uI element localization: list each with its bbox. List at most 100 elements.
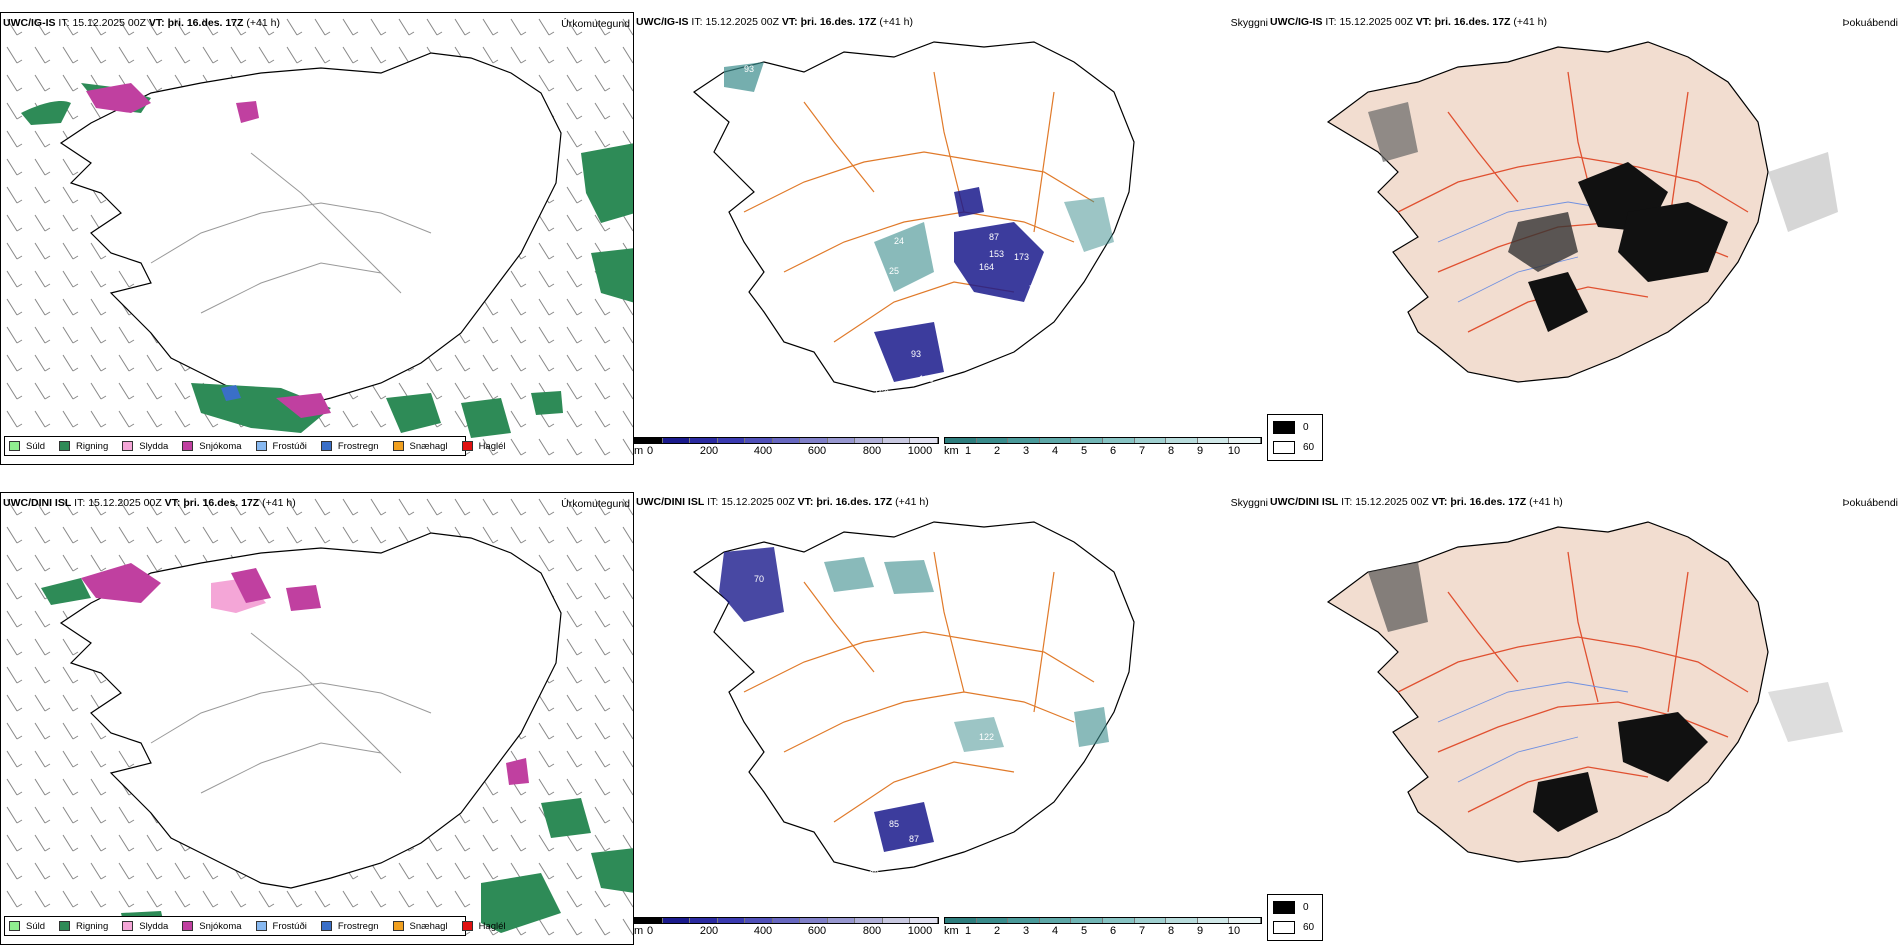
- visibility-tick: 1: [964, 925, 972, 937]
- visibility-tick: 7: [1138, 445, 1146, 457]
- map-header: UWC/IG-IS IT: 15.12.2025 00Z VT: þri. 16…: [1270, 16, 1547, 28]
- panel-title: Skyggni: [1230, 17, 1268, 29]
- cloud-base-label: 122: [979, 732, 994, 742]
- cloud-base-tick: 0: [646, 445, 654, 457]
- iceland-precip-map: [1, 13, 633, 464]
- precip-legend: Súld Rigning Slydda Snjókoma Frostúði Fr…: [4, 916, 506, 936]
- cloud-base-tick: 0: [646, 925, 654, 937]
- panel-title: Úrkomutegund: [561, 498, 630, 510]
- fog-index-map-row1: UWC/IG-IS IT: 15.12.2025 00Z VT: þri. 16…: [1268, 12, 1900, 465]
- map-header: UWC/IG-IS IT: 15.12.2025 00Z VT: þri. 16…: [3, 17, 280, 29]
- cloud-base-tick: 200: [699, 445, 719, 457]
- fog-legend: 0 60: [1267, 414, 1323, 461]
- legend-item-sleet: Slydda: [122, 921, 168, 932]
- cloud-base-label: 129: [919, 374, 934, 384]
- cloud-base-label: 20: [869, 869, 879, 879]
- legend-item-snow-pellets: Snæhagl: [392, 441, 448, 452]
- cloud-base-label: 70: [754, 574, 764, 584]
- cloud-base-label: 71: [1029, 284, 1039, 294]
- legend-item-snow: Snjókoma: [182, 921, 242, 932]
- visibility-tick: 9: [1196, 925, 1204, 937]
- cloud-base-label: 24: [894, 236, 904, 246]
- visibility-tick: 2: [993, 925, 1001, 937]
- cloud-visibility-map-row1: 93 87 173 153 164 86 71 25 93 129 160 24…: [634, 12, 1268, 465]
- panel-title: Þokuábendi: [1842, 497, 1898, 509]
- iceland-cloud-map: 93 87 173 153 164 86 71 25 93 129 160 24: [693, 41, 1135, 398]
- cloud-base-tick: 800: [862, 445, 882, 457]
- map-header: UWC/DINI ISL IT: 15.12.2025 00Z VT: þri.…: [1270, 496, 1563, 508]
- visibility-tick: 6: [1109, 445, 1117, 457]
- visibility-tick: 5: [1080, 445, 1088, 457]
- legend-item-freezing-rain: Frostregn: [320, 921, 379, 932]
- precip-type-map-row1: UWC/IG-IS IT: 15.12.2025 00Z VT: þri. 16…: [0, 12, 634, 465]
- visibility-tick: 7: [1138, 925, 1146, 937]
- cloud-base-tick: 1000: [907, 925, 933, 937]
- legend-item-freezing-rain: Frostregn: [320, 441, 379, 452]
- visibility-tick: 10: [1227, 925, 1241, 937]
- iceland-outline: [693, 521, 1135, 873]
- fog-legend: 0 60: [1267, 894, 1323, 941]
- legend-item-hail: Haglél: [461, 921, 506, 932]
- cloud-base-label: 164: [979, 262, 994, 272]
- cloud-base-colorbar: m 0 200 400 600 800 1000: [634, 437, 939, 465]
- iceland-outline: [59, 532, 562, 889]
- legend-item-rain: Rigning: [59, 441, 108, 452]
- cloud-base-label: 87: [989, 232, 999, 242]
- visibility-tick: 4: [1051, 445, 1059, 457]
- visibility-tick: 1: [964, 445, 972, 457]
- legend-item-freezing-drizzle: Frostúði: [255, 441, 307, 452]
- cloud-base-tick: 400: [753, 445, 773, 457]
- panel-title: Úrkomutegund: [561, 18, 630, 30]
- cloud-base-tick: 800: [862, 925, 882, 937]
- visibility-tick: 3: [1022, 925, 1030, 937]
- legend-item-snow: Snjókoma: [182, 441, 242, 452]
- iceland-fog-map: [1326, 41, 1838, 383]
- cloud-base-tick: 600: [807, 925, 827, 937]
- legend-item-freezing-drizzle: Frostúði: [255, 921, 307, 932]
- cloud-base-label: 93: [744, 64, 754, 74]
- cloud-visibility-map-row2: 70 122 85 87 20 UWC/DINI ISL IT: 15.12.2…: [634, 492, 1268, 945]
- panel-title: Skyggni: [1230, 497, 1268, 509]
- cloud-base-tick: 400: [753, 925, 773, 937]
- iceland-precip-map: [1, 493, 633, 944]
- visibility-tick: 4: [1051, 925, 1059, 937]
- legend-item-sleet: Slydda: [122, 441, 168, 452]
- panel-title: Þokuábendi: [1842, 17, 1898, 29]
- cloud-base-label: 153: [989, 249, 1004, 259]
- legend-item-snow-pellets: Snæhagl: [392, 921, 448, 932]
- iceland-cloud-map: 70 122 85 87 20: [693, 521, 1135, 879]
- cloud-base-label: 87: [909, 834, 919, 844]
- cloud-base-tick: 200: [699, 925, 719, 937]
- cloud-base-tick: 600: [807, 445, 827, 457]
- legend-item-drizzle: Súld: [9, 441, 45, 452]
- cloud-base-label: 86: [964, 219, 974, 229]
- visibility-tick: 6: [1109, 925, 1117, 937]
- cloud-base-label: 173: [1014, 252, 1029, 262]
- precip-legend: Súld Rigning Slydda Snjókoma Frostúði Fr…: [4, 436, 506, 456]
- cloud-base-label: 160: [874, 388, 889, 398]
- visibility-colorbar: km 1 2 3 4 5 6 7 8 9 10: [944, 917, 1262, 945]
- cloud-base-label: 93: [911, 349, 921, 359]
- map-header: UWC/DINI ISL IT: 15.12.2025 00Z VT: þri.…: [3, 497, 296, 509]
- visibility-tick: 3: [1022, 445, 1030, 457]
- iceland-outline: [59, 52, 562, 409]
- legend-item-rain: Rigning: [59, 921, 108, 932]
- iceland-fog-map: [1326, 521, 1843, 863]
- iceland-outline: [693, 41, 1135, 393]
- visibility-tick: 9: [1196, 445, 1204, 457]
- cloud-base-colorbar: m 0 200 400 600 800 1000: [634, 917, 939, 945]
- precip-type-map-row2: UWC/DINI ISL IT: 15.12.2025 00Z VT: þri.…: [0, 492, 634, 945]
- legend-item-drizzle: Súld: [9, 921, 45, 932]
- visibility-tick: 8: [1167, 445, 1175, 457]
- cloud-base-label: 85: [889, 819, 899, 829]
- visibility-colorbar: km 1 2 3 4 5 6 7 8 9 10: [944, 437, 1262, 465]
- visibility-tick: 8: [1167, 925, 1175, 937]
- fog-index-map-row2: UWC/DINI ISL IT: 15.12.2025 00Z VT: þri.…: [1268, 492, 1900, 945]
- visibility-tick: 5: [1080, 925, 1088, 937]
- legend-item-hail: Haglél: [461, 441, 506, 452]
- map-header: UWC/IG-IS IT: 15.12.2025 00Z VT: þri. 16…: [636, 16, 913, 28]
- map-header: UWC/DINI ISL IT: 15.12.2025 00Z VT: þri.…: [636, 496, 929, 508]
- visibility-tick: 10: [1227, 445, 1241, 457]
- cloud-base-label: 25: [889, 266, 899, 276]
- visibility-tick: 2: [993, 445, 1001, 457]
